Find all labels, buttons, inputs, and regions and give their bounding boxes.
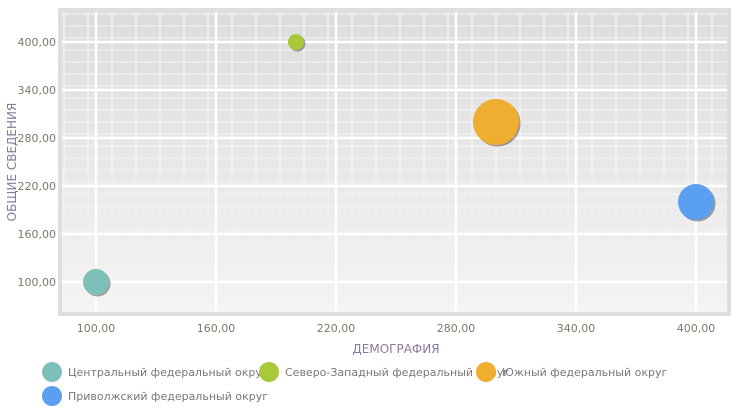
legend-label: Южный федеральный округ bbox=[502, 365, 668, 379]
x-tick-label: 400,00 bbox=[677, 322, 716, 335]
bubble-point bbox=[83, 269, 109, 295]
x-tick-label: 340,00 bbox=[557, 322, 596, 335]
x-tick-label: 220,00 bbox=[317, 322, 356, 335]
y-tick-label: 340,00 bbox=[18, 84, 57, 97]
x-tick-label: 280,00 bbox=[437, 322, 476, 335]
y-tick-label: 160,00 bbox=[18, 228, 57, 241]
y-axis-label: ОБЩИЕ СВЕДЕНИЯ bbox=[5, 103, 19, 222]
legend-label: Приволжский федеральный округ bbox=[68, 389, 268, 403]
plot-area bbox=[62, 12, 727, 312]
y-tick-label: 400,00 bbox=[18, 36, 57, 49]
legend-marker-icon bbox=[42, 362, 62, 382]
x-tick-label: 160,00 bbox=[197, 322, 236, 335]
legend-marker-icon bbox=[42, 386, 62, 406]
legend-item[interactable]: Северо-Западный федеральный округ bbox=[259, 362, 509, 382]
y-tick-label: 220,00 bbox=[18, 180, 57, 193]
bubble-point bbox=[473, 99, 519, 145]
legend-marker-icon bbox=[476, 362, 496, 382]
legend-item[interactable]: Приволжский федеральный округ bbox=[42, 386, 268, 406]
legend-marker-icon bbox=[259, 362, 279, 382]
legend-item[interactable]: Южный федеральный округ bbox=[476, 362, 667, 382]
y-tick-label: 100,00 bbox=[18, 276, 57, 289]
y-tick-label: 280,00 bbox=[18, 132, 57, 145]
legend-item[interactable]: Центральный федеральный округ bbox=[42, 362, 268, 382]
legend-label: Центральный федеральный округ bbox=[68, 365, 268, 379]
bubble-point bbox=[678, 184, 714, 220]
x-tick-label: 100,00 bbox=[77, 322, 116, 335]
bubble-point bbox=[288, 34, 304, 50]
legend-label: Северо-Западный федеральный округ bbox=[285, 365, 510, 379]
x-axis-label: ДЕМОГРАФИЯ bbox=[352, 342, 439, 356]
